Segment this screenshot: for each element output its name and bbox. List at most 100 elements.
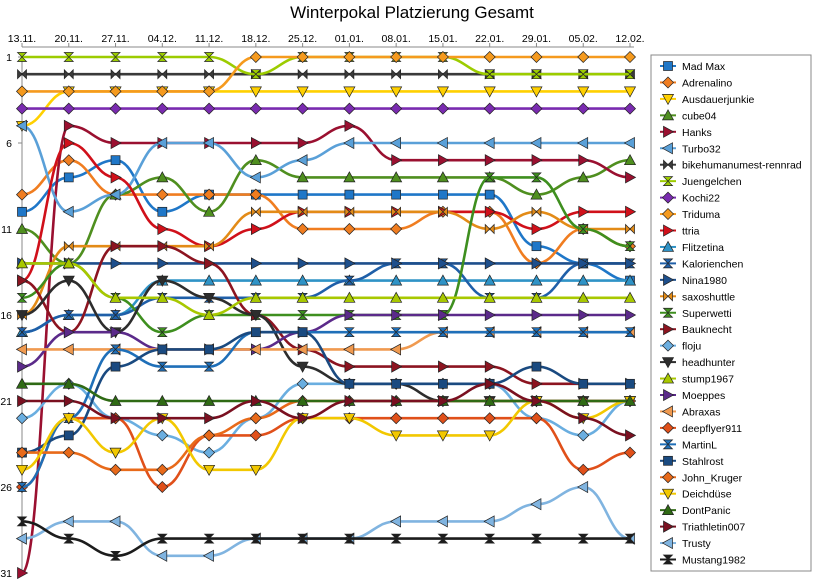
legend-item: John_Kruger bbox=[660, 471, 743, 484]
data-point bbox=[296, 377, 309, 390]
data-point bbox=[16, 52, 28, 62]
data-point bbox=[531, 172, 542, 183]
data-point bbox=[344, 257, 356, 270]
data-point bbox=[109, 447, 122, 459]
data-point bbox=[16, 85, 28, 98]
legend-item: Kalorienchen bbox=[660, 258, 743, 270]
legend-item: Juengelchen bbox=[660, 176, 742, 188]
legend-marker bbox=[662, 76, 674, 89]
data-point bbox=[578, 308, 590, 322]
data-point bbox=[531, 327, 542, 338]
data-point bbox=[344, 68, 355, 80]
data-point bbox=[436, 430, 450, 442]
data-point bbox=[110, 550, 121, 561]
data-point bbox=[15, 377, 29, 389]
data-point bbox=[343, 413, 356, 425]
series-mustang1982 bbox=[16, 516, 636, 561]
data-point bbox=[484, 223, 495, 235]
data-point bbox=[250, 327, 261, 338]
data-point bbox=[390, 171, 403, 183]
data-point bbox=[156, 394, 169, 406]
data-point bbox=[62, 413, 75, 425]
legend-marker bbox=[663, 388, 675, 402]
data-point bbox=[390, 291, 403, 303]
data-point bbox=[577, 51, 590, 63]
plot-area bbox=[15, 51, 637, 579]
data-point bbox=[437, 533, 449, 544]
data-point bbox=[17, 360, 29, 373]
legend-label: Kochi22 bbox=[682, 193, 720, 205]
data-point bbox=[391, 360, 403, 373]
legend-marker bbox=[662, 421, 674, 434]
legend-marker bbox=[661, 142, 673, 155]
data-point bbox=[484, 377, 496, 390]
legend-label: Adrenalino bbox=[682, 77, 732, 89]
series-line bbox=[20, 176, 632, 334]
data-point bbox=[63, 240, 74, 252]
data-point bbox=[250, 69, 262, 80]
legend-item: Nina1980 bbox=[660, 273, 727, 287]
data-point bbox=[436, 102, 449, 115]
data-point bbox=[484, 172, 496, 183]
legend-item: Flitzetina bbox=[660, 240, 724, 254]
data-point bbox=[110, 344, 121, 355]
data-point bbox=[623, 136, 635, 150]
data-point bbox=[62, 343, 74, 356]
data-point bbox=[156, 85, 169, 98]
legend-label: Triathletin007 bbox=[682, 522, 745, 534]
data-point bbox=[577, 480, 589, 494]
data-point bbox=[110, 171, 122, 184]
data-point bbox=[436, 86, 450, 98]
data-point bbox=[389, 343, 402, 356]
data-point bbox=[436, 51, 449, 63]
data-point bbox=[391, 257, 403, 270]
data-point bbox=[390, 51, 403, 63]
data-point bbox=[15, 464, 29, 477]
data-point bbox=[297, 257, 309, 270]
data-point bbox=[297, 68, 308, 80]
legend-item: Turbo32 bbox=[660, 142, 721, 155]
data-point bbox=[577, 394, 590, 406]
data-point bbox=[62, 446, 75, 459]
data-point bbox=[484, 189, 495, 200]
data-point bbox=[623, 274, 637, 286]
data-point bbox=[624, 241, 636, 252]
data-point bbox=[110, 257, 122, 270]
data-point bbox=[297, 310, 308, 320]
data-point bbox=[202, 205, 216, 217]
data-point bbox=[156, 291, 169, 303]
y-tick-label: 16 bbox=[0, 310, 12, 322]
data-point bbox=[577, 136, 589, 150]
data-point bbox=[531, 154, 543, 167]
legend-label: Kalorienchen bbox=[682, 258, 743, 270]
legend-item: ttria bbox=[660, 224, 700, 238]
data-point bbox=[436, 274, 450, 286]
data-point bbox=[249, 464, 262, 477]
data-point bbox=[623, 153, 637, 166]
data-point bbox=[202, 136, 214, 150]
x-tick-label: 29.01. bbox=[522, 33, 551, 45]
data-point bbox=[483, 136, 495, 150]
data-point bbox=[62, 515, 74, 528]
legend-marker bbox=[663, 61, 673, 71]
data-point bbox=[296, 102, 309, 115]
legend-label: DontPanic bbox=[682, 505, 730, 517]
data-point bbox=[483, 515, 495, 528]
data-point bbox=[390, 86, 403, 98]
data-point bbox=[63, 136, 75, 150]
data-point bbox=[296, 291, 309, 303]
legend-label: Nina1980 bbox=[682, 275, 727, 287]
series-triathletin007 bbox=[17, 377, 637, 442]
data-point bbox=[249, 412, 262, 425]
data-point bbox=[62, 154, 75, 167]
x-tick-label: 18.12. bbox=[241, 33, 270, 45]
data-point bbox=[62, 85, 75, 98]
x-tick-label: 12.02. bbox=[615, 33, 644, 45]
data-point bbox=[623, 86, 637, 98]
data-point bbox=[625, 257, 637, 270]
data-point bbox=[250, 136, 263, 150]
data-point bbox=[531, 257, 543, 270]
data-point bbox=[483, 394, 496, 406]
data-point bbox=[531, 394, 543, 408]
data-point bbox=[297, 412, 309, 425]
